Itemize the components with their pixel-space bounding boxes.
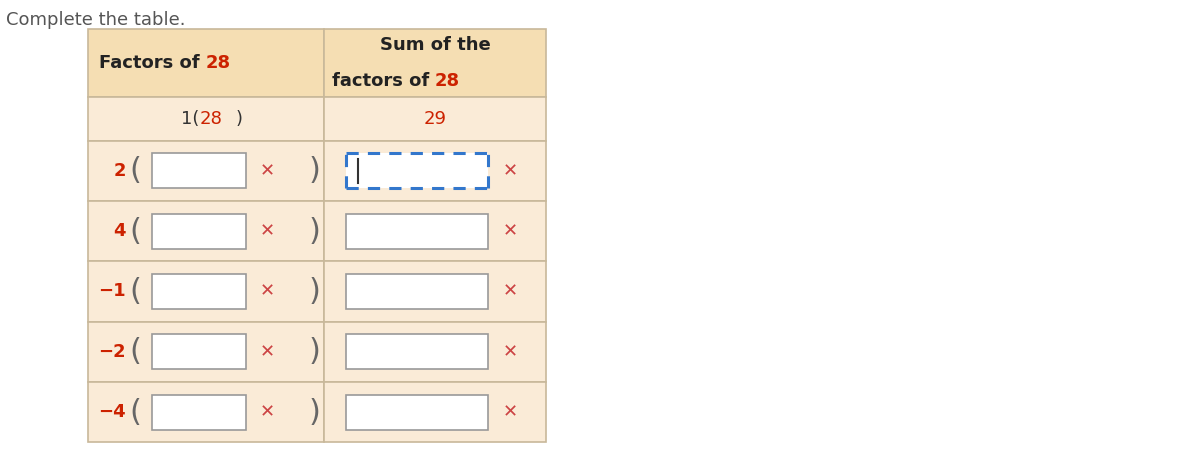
Bar: [152, 154, 246, 189]
Text: −2: −2: [98, 343, 126, 361]
Bar: [346, 395, 488, 430]
Text: ): ): [308, 156, 320, 185]
Bar: [88, 141, 324, 201]
Text: (: (: [130, 217, 142, 246]
Bar: [88, 201, 324, 261]
Text: 1(: 1(: [181, 110, 199, 128]
Text: 28: 28: [436, 72, 460, 90]
Bar: [346, 335, 488, 369]
Bar: [152, 395, 246, 430]
Bar: [324, 29, 546, 97]
Text: 29: 29: [424, 110, 446, 128]
Text: ✕: ✕: [260, 222, 275, 240]
Text: ): ): [236, 110, 242, 128]
Text: −4: −4: [98, 403, 126, 421]
Bar: [324, 261, 546, 321]
Bar: [88, 261, 324, 321]
Text: factors of: factors of: [331, 72, 436, 90]
Text: ✕: ✕: [260, 343, 275, 361]
Bar: [152, 214, 246, 249]
Bar: [88, 97, 324, 141]
Text: 28: 28: [199, 110, 223, 128]
Text: 4: 4: [114, 222, 126, 240]
Text: Sum of the: Sum of the: [379, 36, 491, 54]
Text: (: (: [130, 337, 142, 366]
Text: (: (: [130, 398, 142, 427]
Bar: [324, 97, 546, 141]
Bar: [152, 335, 246, 369]
Bar: [324, 201, 546, 261]
Bar: [324, 382, 546, 442]
Text: ✕: ✕: [260, 403, 275, 421]
Bar: [324, 141, 546, 201]
Bar: [88, 321, 324, 382]
Bar: [346, 274, 488, 309]
Text: ✕: ✕: [503, 222, 517, 240]
Text: 2: 2: [114, 162, 126, 180]
Bar: [346, 154, 488, 189]
Text: ): ): [308, 277, 320, 306]
Text: Factors of: Factors of: [98, 54, 206, 72]
Text: ✕: ✕: [260, 162, 275, 180]
Bar: [324, 321, 546, 382]
Text: −1: −1: [98, 282, 126, 300]
Text: ✕: ✕: [503, 162, 517, 180]
Text: 28: 28: [206, 54, 230, 72]
Text: (: (: [130, 156, 142, 185]
Text: ): ): [308, 398, 320, 427]
Text: Complete the table.: Complete the table.: [6, 11, 186, 29]
Text: ✕: ✕: [503, 282, 517, 300]
Bar: [346, 214, 488, 249]
Bar: [88, 29, 324, 97]
Bar: [152, 274, 246, 309]
Text: (: (: [130, 277, 142, 306]
Text: ✕: ✕: [260, 282, 275, 300]
Text: ): ): [308, 337, 320, 366]
Text: ✕: ✕: [503, 343, 517, 361]
Text: ✕: ✕: [503, 403, 517, 421]
Bar: [88, 382, 324, 442]
Text: ): ): [308, 217, 320, 246]
